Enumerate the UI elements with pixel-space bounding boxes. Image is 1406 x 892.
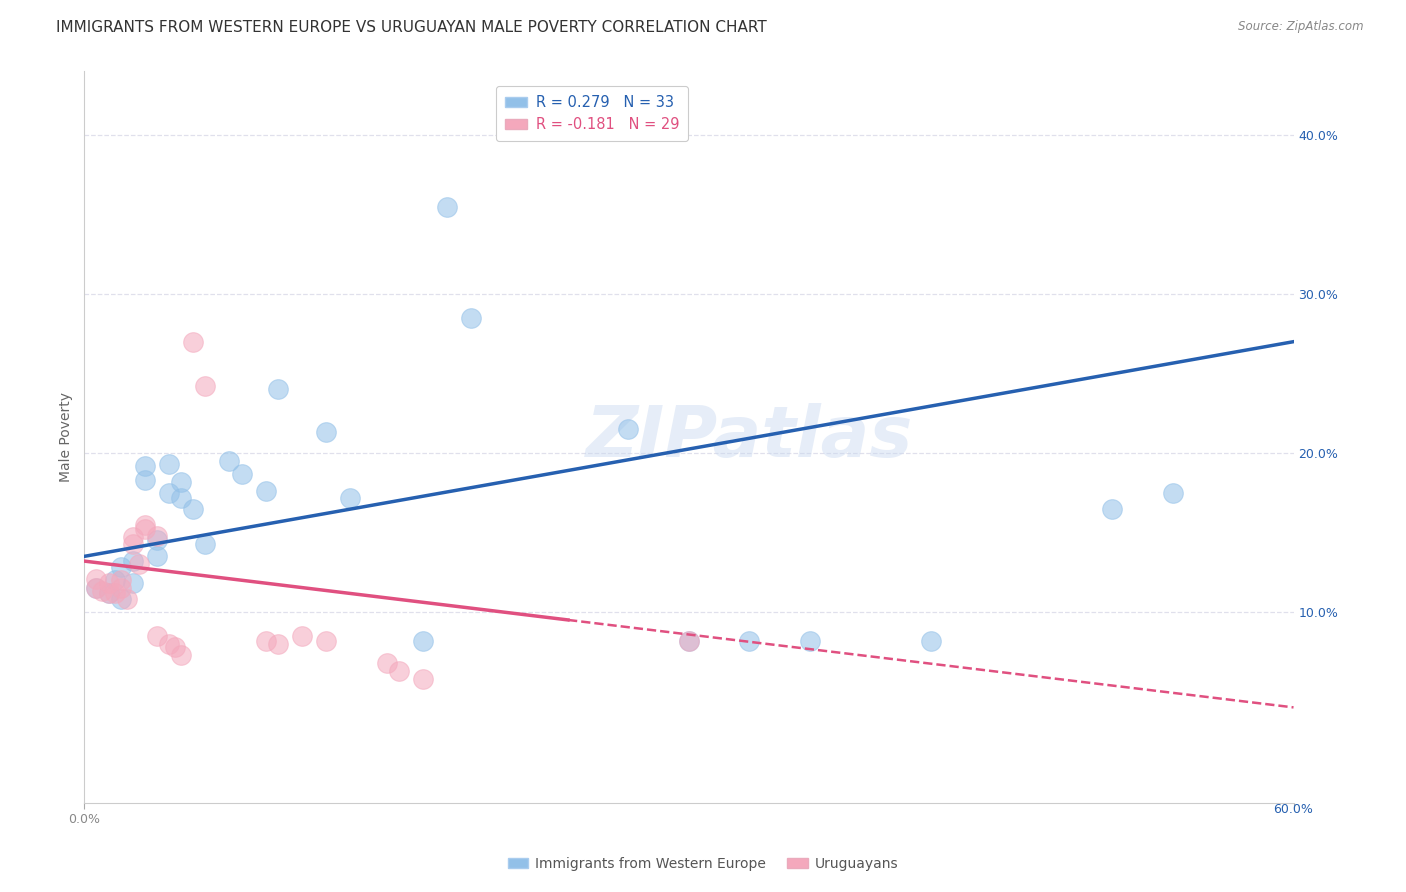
Point (121, 536, 143, 550)
Point (738, 633, 761, 648)
Point (315, 633, 337, 648)
Text: Source: ZipAtlas.com: Source: ZipAtlas.com (1239, 20, 1364, 33)
Point (146, 533, 169, 548)
Point (121, 554, 143, 568)
Point (231, 467, 253, 481)
Text: ZIPatlas: ZIPatlas (586, 402, 912, 472)
Point (97, 586, 120, 600)
Point (97, 586, 120, 600)
Point (86, 581, 108, 595)
Point (267, 637, 290, 651)
Point (170, 491, 193, 505)
Point (110, 592, 132, 607)
Point (181, 501, 204, 516)
Point (678, 633, 700, 648)
Point (134, 522, 156, 536)
Point (121, 576, 143, 591)
Point (388, 664, 411, 678)
Point (1101, 501, 1123, 516)
Point (110, 573, 132, 587)
Point (146, 549, 169, 564)
Text: 60.0%: 60.0% (1274, 803, 1313, 816)
Point (146, 629, 169, 643)
Point (157, 485, 180, 500)
Point (291, 629, 314, 643)
Point (104, 586, 127, 600)
Point (110, 581, 132, 595)
Point (1161, 485, 1184, 500)
Point (104, 573, 127, 587)
Point (134, 458, 156, 473)
Point (254, 633, 277, 648)
Point (134, 473, 156, 487)
Point (157, 637, 180, 651)
Point (267, 383, 290, 397)
Text: IMMIGRANTS FROM WESTERN EUROPE VS URUGUAYAN MALE POVERTY CORRELATION CHART: IMMIGRANTS FROM WESTERN EUROPE VS URUGUA… (56, 20, 768, 35)
Point (115, 592, 138, 607)
Point (170, 475, 193, 489)
Point (375, 656, 398, 670)
Point (181, 334, 204, 349)
Point (799, 633, 821, 648)
Point (91, 584, 114, 599)
Point (170, 648, 193, 662)
Point (412, 633, 434, 648)
Legend: R = 0.279   N = 33, R = -0.181   N = 29: R = 0.279 N = 33, R = -0.181 N = 29 (496, 86, 688, 141)
Point (460, 310, 482, 325)
Y-axis label: Male Poverty: Male Poverty (59, 392, 73, 482)
Point (339, 491, 361, 505)
Point (194, 379, 217, 393)
Point (412, 672, 434, 686)
Point (110, 560, 132, 574)
Point (194, 536, 217, 550)
Point (86, 572, 108, 586)
Point (920, 633, 942, 648)
Point (436, 200, 458, 214)
Point (157, 457, 180, 471)
Point (617, 422, 640, 436)
Legend: Immigrants from Western Europe, Uruguayans: Immigrants from Western Europe, Uruguaya… (502, 851, 904, 876)
Point (128, 558, 150, 572)
Point (315, 425, 337, 440)
Point (86, 581, 108, 595)
Point (678, 633, 700, 648)
Point (97, 576, 120, 591)
Point (218, 454, 240, 468)
Point (254, 484, 277, 499)
Point (121, 530, 143, 544)
Point (134, 517, 156, 532)
Point (146, 529, 169, 543)
Point (163, 640, 186, 654)
